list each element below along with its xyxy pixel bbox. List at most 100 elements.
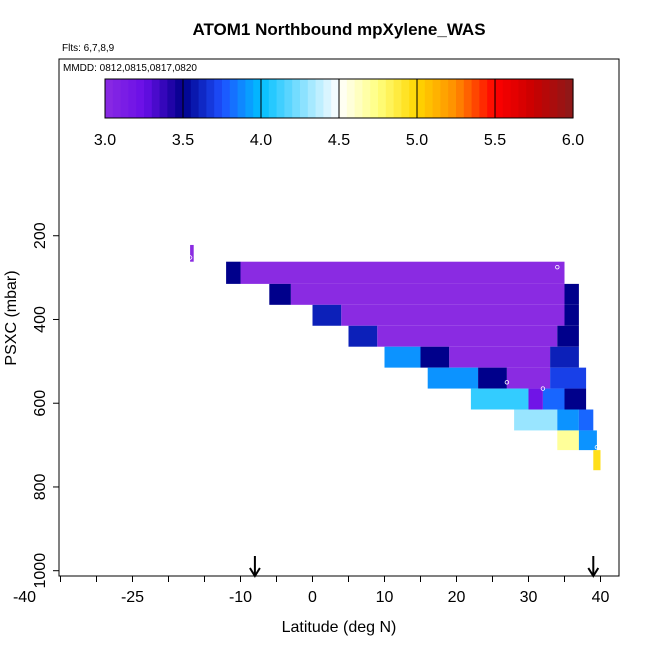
colorbar-tick-label: 5.0 (406, 132, 428, 149)
data-cell (312, 304, 342, 326)
colorbar-segment (144, 79, 153, 118)
colorbar-segment (526, 79, 535, 118)
colorbar-segment (151, 79, 161, 118)
arrow-head (587, 567, 600, 578)
plot-frame (58, 58, 620, 577)
colorbar-segment (510, 79, 519, 118)
colorbar-segment (417, 79, 426, 118)
colorbar-segment (378, 79, 387, 118)
data-cell (240, 261, 565, 284)
colorbar-segment (198, 79, 207, 118)
colorbar-segment (362, 79, 371, 118)
x-tick-label: -10 (229, 589, 252, 606)
data-cell (564, 388, 587, 410)
data-cell (564, 283, 579, 305)
latitude-arrow (249, 556, 261, 578)
colorbar-tick-label: 5.5 (484, 132, 506, 149)
x-tick-label: 0 (308, 589, 317, 606)
latitude-arrow (587, 556, 600, 578)
colorbar-segment (253, 79, 262, 118)
colorbar: 3.0 3.5 4.0 4.5 5.0 5.5 6.0 (94, 78, 584, 149)
colorbar-tick-label: 4.5 (328, 132, 350, 149)
colorbar-segment (222, 79, 231, 118)
colorbar-segment (401, 79, 410, 118)
y-tick-label: 600 (32, 390, 49, 417)
colorbar-segment (440, 79, 449, 118)
flights-note: Flts: 6,7,8,9 (62, 43, 115, 54)
colorbar-segment (471, 79, 480, 118)
colorbar-segment (315, 79, 324, 118)
y-tick-label: 800 (32, 474, 49, 501)
y-tick-label: 200 (32, 222, 49, 249)
colorbar-segment (346, 79, 356, 118)
colorbar-segment (557, 79, 566, 118)
y-axis-label: PSXC (mbar) (3, 270, 20, 365)
data-cells (190, 244, 601, 471)
colorbar-segment (385, 79, 395, 118)
data-cell (341, 304, 565, 326)
colorbar-segment (534, 79, 543, 118)
x-tick-label: -25 (121, 589, 144, 606)
colorbar-segment (120, 79, 129, 118)
data-cell (593, 450, 601, 471)
colorbar-segment (268, 79, 278, 118)
data-cell (377, 325, 558, 347)
colorbar-segment (432, 79, 441, 118)
colorbar-segment (463, 79, 473, 118)
colorbar-segment (175, 79, 184, 118)
colorbar-segment (128, 79, 137, 118)
dates-note: MMDD: 0812,0815,0817,0820 (63, 63, 197, 74)
colorbar-tick-label: 3.0 (94, 132, 116, 149)
x-tick-label: -40 (13, 589, 36, 606)
colorbar-segment (370, 79, 379, 118)
colorbar-tick-label: 4.0 (250, 132, 272, 149)
colorbar-segment (136, 79, 145, 118)
colorbar-segment (331, 79, 340, 118)
data-cell (478, 367, 507, 389)
colorbar-segment (307, 79, 317, 118)
data-cell (528, 388, 543, 410)
colorbar-segment (183, 79, 192, 118)
data-cell (384, 346, 421, 368)
colorbar-segment (565, 79, 574, 118)
data-cell (348, 325, 378, 347)
colorbar-segment (479, 79, 488, 118)
x-tick-label: 40 (592, 589, 610, 606)
x-axis: -70-55-40-25-1001020304050607080 (13, 576, 610, 606)
colorbar-segment (502, 79, 512, 118)
colorbar-segment (229, 79, 239, 118)
data-point (540, 386, 546, 391)
colorbar-segment (190, 79, 200, 118)
colorbar-segment (237, 79, 246, 118)
colorbar-segment (300, 79, 309, 118)
colorbar-segment (541, 79, 551, 118)
colorbar-segment (214, 79, 223, 118)
colorbar-segment (284, 79, 293, 118)
chart-title: ATOM1 Northbound mpXylene_WAS (192, 20, 485, 39)
colorbar-segment (409, 79, 418, 118)
data-cell (420, 346, 450, 368)
colorbar-segment (206, 79, 215, 118)
colorbar-segment (456, 79, 465, 118)
colorbar-tick-label: 3.5 (172, 132, 194, 149)
x-tick-label: 10 (376, 589, 394, 606)
y-tick-label: 400 (32, 306, 49, 333)
colorbar-segment (495, 79, 504, 118)
x-tick-label: 30 (520, 589, 538, 606)
data-cell (506, 367, 551, 389)
colorbar-segment (105, 79, 114, 118)
y-tick-label: 1000 (32, 553, 49, 589)
data-point (187, 255, 193, 260)
data-cell (564, 304, 579, 326)
data-cell (449, 346, 551, 368)
data-cell (557, 325, 579, 347)
x-axis-label: Latitude (deg N) (282, 619, 397, 636)
data-cell (226, 261, 241, 284)
colorbar-segment (424, 79, 434, 118)
data-cell (290, 283, 565, 305)
data-cell (470, 388, 529, 410)
colorbar-segment (393, 79, 402, 118)
colorbar-segment (354, 79, 363, 118)
colorbar-segment (276, 79, 285, 118)
colorbar-tick-label: 6.0 (562, 132, 584, 149)
